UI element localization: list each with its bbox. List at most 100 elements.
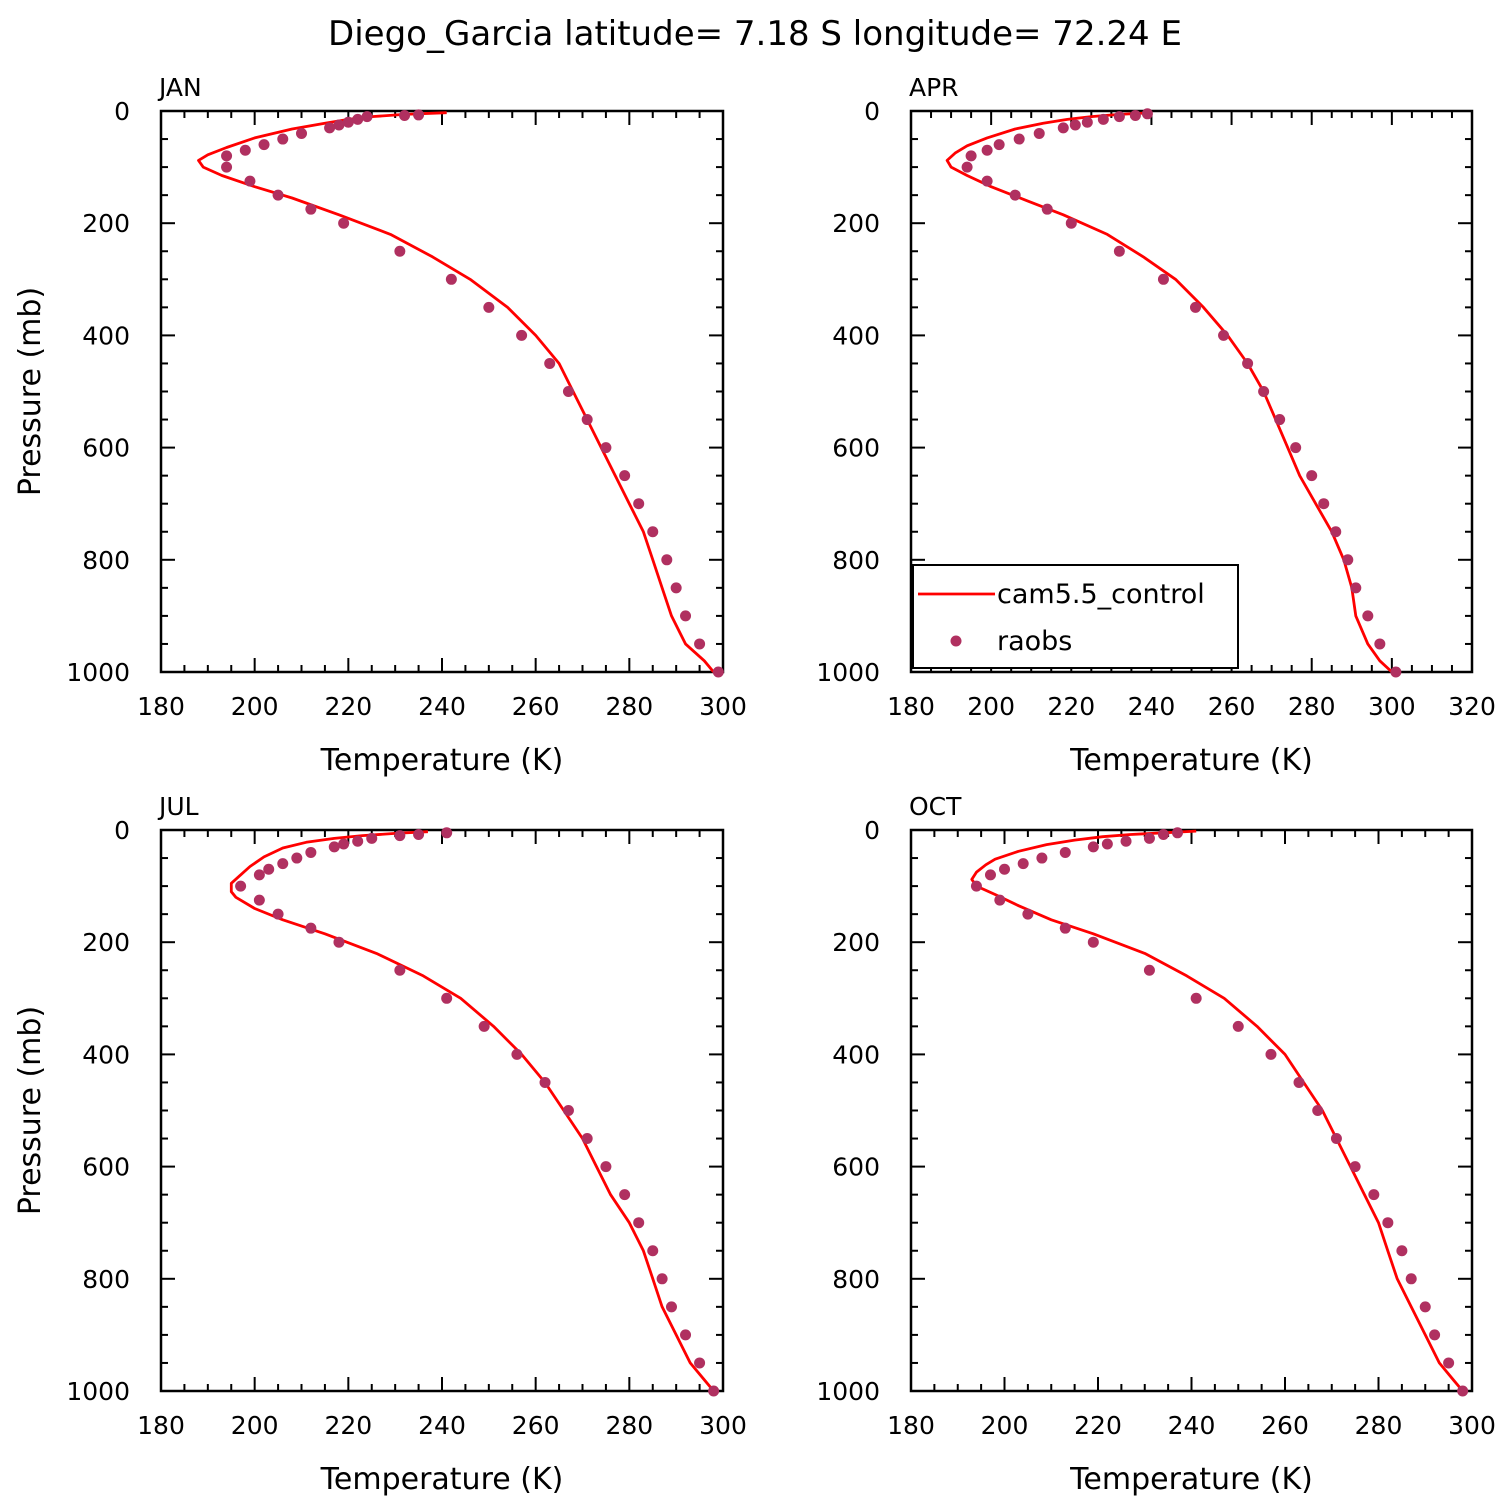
x-tick-label: 200 [967, 692, 1015, 721]
raobs-point [244, 175, 256, 187]
raobs-point [366, 832, 378, 844]
x-tick-label: 280 [605, 692, 653, 721]
raobs-point [1293, 1076, 1305, 1088]
raobs-point [333, 119, 345, 131]
y-tick-label: 800 [832, 546, 880, 575]
raobs-point [291, 852, 303, 864]
raobs-point [352, 835, 364, 847]
x-tick-label: 260 [1261, 1411, 1309, 1440]
raobs-point [1141, 108, 1153, 120]
raobs-point [253, 894, 265, 906]
y-tick-label: 600 [82, 1153, 130, 1182]
series-line-cam5-5-control [970, 829, 1464, 1392]
raobs-point [305, 203, 317, 215]
y-tick-label: 800 [832, 1265, 880, 1294]
raobs-point [981, 144, 993, 156]
raobs-point [1101, 838, 1113, 850]
raobs-point [694, 638, 706, 650]
raobs-point [619, 1189, 631, 1201]
x-tick-label: 240 [1168, 1411, 1216, 1440]
raobs-point [562, 1105, 574, 1116]
x-tick-label: 240 [418, 1411, 466, 1440]
y-tick-label: 200 [832, 928, 880, 957]
raobs-point [253, 869, 265, 881]
x-tick-label: 180 [887, 1411, 935, 1440]
raobs-point [1330, 526, 1342, 538]
raobs-point [263, 863, 275, 875]
y-axis-label: Pressure (mb) [13, 1006, 48, 1215]
raobs-point [1129, 109, 1141, 121]
panel-apr: APR 180 200 220 240 260 280 300 320 0 200 400 600 800… [816, 73, 1495, 778]
raobs-point [1242, 357, 1254, 369]
raobs-point [1457, 1385, 1469, 1397]
raobs-point [647, 1245, 659, 1257]
x-axis-label: Temperature (K) [1069, 1462, 1313, 1497]
raobs-point [1097, 113, 1109, 125]
raobs-point [1120, 835, 1132, 847]
raobs-point [600, 1161, 612, 1173]
raobs-point [1258, 386, 1270, 397]
raobs-point [1157, 273, 1169, 285]
raobs-point [441, 827, 453, 839]
raobs-point [1368, 1189, 1380, 1201]
legend-box [912, 564, 1239, 669]
y-tick-label: 1000 [816, 658, 880, 687]
raobs-point [1396, 1245, 1408, 1257]
raobs-point [1342, 554, 1354, 566]
raobs-point [712, 666, 724, 678]
raobs-point [1081, 116, 1093, 128]
raobs-point [670, 582, 682, 594]
raobs-point [984, 869, 996, 881]
raobs-point [619, 470, 631, 482]
raobs-point [1157, 828, 1169, 840]
raobs-point [235, 880, 247, 892]
x-tick-label: 180 [137, 1411, 185, 1440]
raobs-point [413, 109, 425, 121]
raobs-point [483, 301, 495, 313]
raobs-point [394, 245, 406, 257]
x-tick-label: 200 [231, 1411, 279, 1440]
raobs-point [647, 526, 659, 538]
raobs-point [600, 442, 612, 454]
raobs-point [1290, 442, 1302, 454]
raobs-point [694, 1357, 706, 1369]
raobs-point [1312, 1105, 1324, 1116]
y-tick-label: 1000 [816, 1377, 880, 1406]
raobs-point [399, 109, 411, 121]
raobs-point [1013, 133, 1025, 145]
raobs-point [1017, 858, 1029, 870]
y-tick-label: 0 [864, 97, 880, 126]
raobs-point [277, 858, 289, 870]
y-tick-label: 200 [832, 209, 880, 238]
raobs-point [665, 1301, 677, 1313]
y-tick-label: 400 [82, 1040, 130, 1069]
y-tick-label: 600 [832, 1153, 880, 1182]
panel-jan: JAN 180 200 220 240 260 280 300 0 200 400 600 800 100… [13, 73, 747, 778]
x-axis-label: Temperature (K) [320, 1462, 564, 1497]
raobs-point [1443, 1357, 1455, 1369]
x-tick-label: 180 [887, 692, 935, 721]
raobs-point [661, 554, 673, 566]
plot-frame [909, 828, 1474, 1393]
x-tick-label: 240 [418, 692, 466, 721]
raobs-point [352, 113, 364, 125]
panel-jul: JUL 180 200 220 240 260 280 300 0 200 400 600 800 100… [13, 792, 747, 1497]
raobs-point [1429, 1329, 1441, 1341]
y-tick-label: 0 [114, 816, 130, 845]
raobs-point [1218, 329, 1230, 341]
x-tick-label: 300 [699, 1411, 747, 1440]
x-tick-label: 220 [324, 692, 372, 721]
raobs-point [1087, 841, 1099, 853]
raobs-point [333, 936, 345, 948]
x-tick-label: 260 [512, 692, 560, 721]
y-tick-label: 0 [864, 816, 880, 845]
raobs-point [305, 922, 317, 934]
raobs-point [277, 133, 289, 145]
raobs-point [633, 498, 645, 510]
raobs-point [1036, 852, 1048, 864]
raobs-point [239, 144, 251, 156]
x-tick-label: 180 [137, 692, 185, 721]
raobs-point [1419, 1301, 1431, 1313]
raobs-point [413, 828, 425, 840]
series-line-cam5-5-control [945, 111, 1393, 674]
